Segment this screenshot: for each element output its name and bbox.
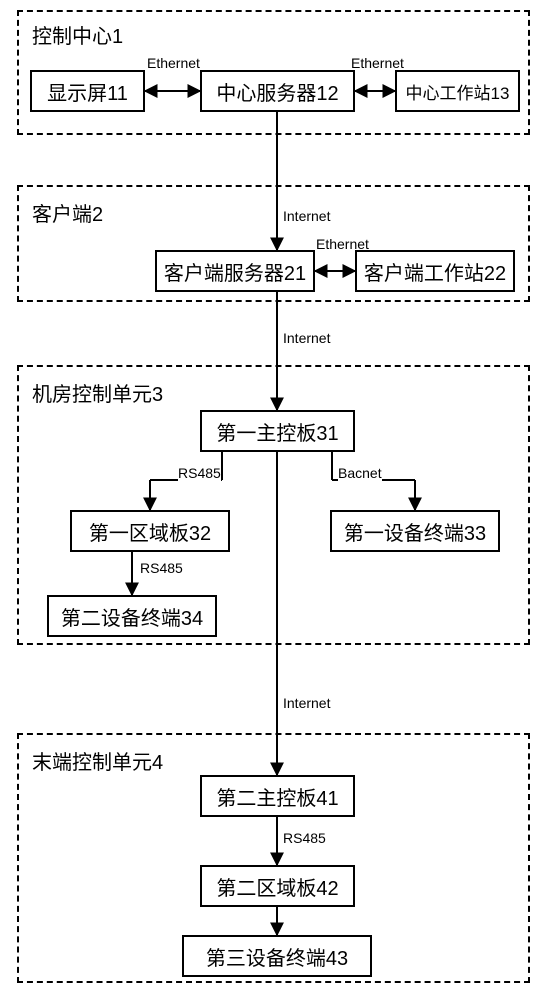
node-center-workstation-13: 中心工作站13: [395, 70, 520, 112]
node-label: 第二设备终端34: [61, 602, 203, 631]
diagram-canvas: 控制中心1 客户端2 机房控制单元3 末端控制单元4: [0, 0, 545, 1000]
edge-label-ethernet-2: Ethernet: [351, 55, 404, 71]
group-title-2: 客户端2: [32, 198, 103, 227]
node-main-board-41: 第二主控板41: [200, 775, 355, 817]
node-label: 显示屏11: [47, 77, 128, 106]
group-title-1: 控制中心1: [32, 20, 123, 49]
node-device-terminal-34: 第二设备终端34: [47, 595, 217, 637]
node-display-11: 显示屏11: [30, 70, 145, 112]
node-label: 第一设备终端33: [344, 517, 486, 546]
node-label: 第一区域板32: [89, 517, 211, 546]
edge-label-rs485-3: RS485: [283, 830, 326, 846]
node-device-terminal-43: 第三设备终端43: [182, 935, 372, 977]
edge-label-rs485-1: RS485: [178, 465, 221, 481]
node-client-server-21: 客户端服务器21: [155, 250, 315, 292]
edge-label-rs485-2: RS485: [140, 560, 183, 576]
node-center-server-12: 中心服务器12: [200, 70, 355, 112]
node-label: 第二主控板41: [216, 782, 338, 811]
node-label: 客户端服务器21: [164, 257, 306, 286]
node-label: 中心服务器12: [216, 77, 338, 106]
node-label: 第一主控板31: [216, 417, 338, 446]
node-label: 中心工作站13: [406, 79, 510, 104]
edge-label-ethernet-1: Ethernet: [147, 55, 200, 71]
node-label: 第三设备终端43: [206, 942, 348, 971]
edge-label-internet-1: Internet: [283, 208, 330, 224]
edge-label-internet-3: Internet: [283, 695, 330, 711]
node-label: 客户端工作站22: [364, 257, 506, 286]
edge-label-bacnet: Bacnet: [338, 465, 382, 481]
node-client-workstation-22: 客户端工作站22: [355, 250, 515, 292]
node-device-terminal-33: 第一设备终端33: [330, 510, 500, 552]
group-title-3: 机房控制单元3: [32, 378, 163, 407]
group-title-4: 末端控制单元4: [32, 746, 163, 775]
node-area-board-42: 第二区域板42: [200, 865, 355, 907]
node-label: 第二区域板42: [216, 872, 338, 901]
node-main-board-31: 第一主控板31: [200, 410, 355, 452]
node-area-board-32: 第一区域板32: [70, 510, 230, 552]
edge-label-internet-2: Internet: [283, 330, 330, 346]
